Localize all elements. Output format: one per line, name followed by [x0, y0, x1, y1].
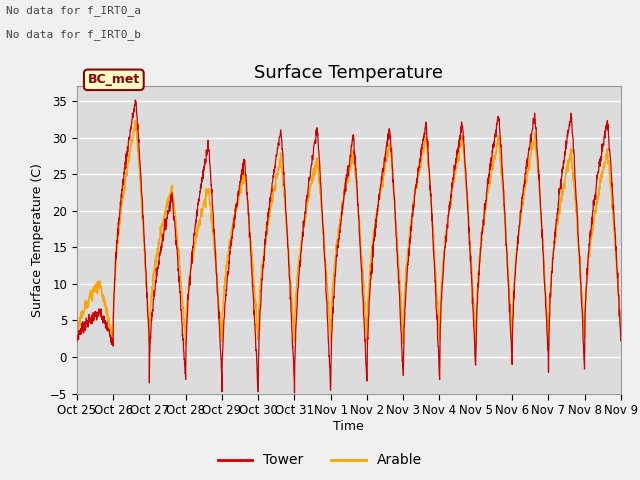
Tower — [570, 137, 577, 143]
Text: BC_met: BC_met — [88, 73, 140, 86]
Tower — [377, 182, 385, 188]
Title: Surface Temperature: Surface Temperature — [254, 64, 444, 82]
Tower — [508, 338, 515, 344]
Tower — [225, 267, 232, 273]
Arable — [584, 261, 592, 266]
Arable — [376, 185, 384, 191]
X-axis label: Time: Time — [333, 420, 364, 433]
Text: No data for f_IRT0_b: No data for f_IRT0_b — [6, 29, 141, 40]
Y-axis label: Surface Temperature (C): Surface Temperature (C) — [31, 163, 44, 317]
Tower — [73, 335, 81, 340]
Tower — [291, 390, 298, 396]
Arable — [617, 325, 625, 331]
Tower — [131, 97, 139, 103]
Arable — [365, 287, 372, 293]
Legend: Tower, Arable: Tower, Arable — [212, 448, 428, 473]
Tower — [365, 312, 372, 317]
Line: Arable: Arable — [77, 120, 621, 348]
Arable — [73, 336, 81, 342]
Arable — [225, 247, 232, 252]
Arable — [507, 317, 515, 323]
Text: No data for f_IRT0_a: No data for f_IRT0_a — [6, 5, 141, 16]
Arable — [545, 345, 552, 350]
Line: Tower: Tower — [77, 100, 621, 393]
Arable — [570, 178, 577, 183]
Tower — [584, 252, 592, 258]
Arable — [131, 118, 139, 123]
Tower — [617, 338, 625, 344]
